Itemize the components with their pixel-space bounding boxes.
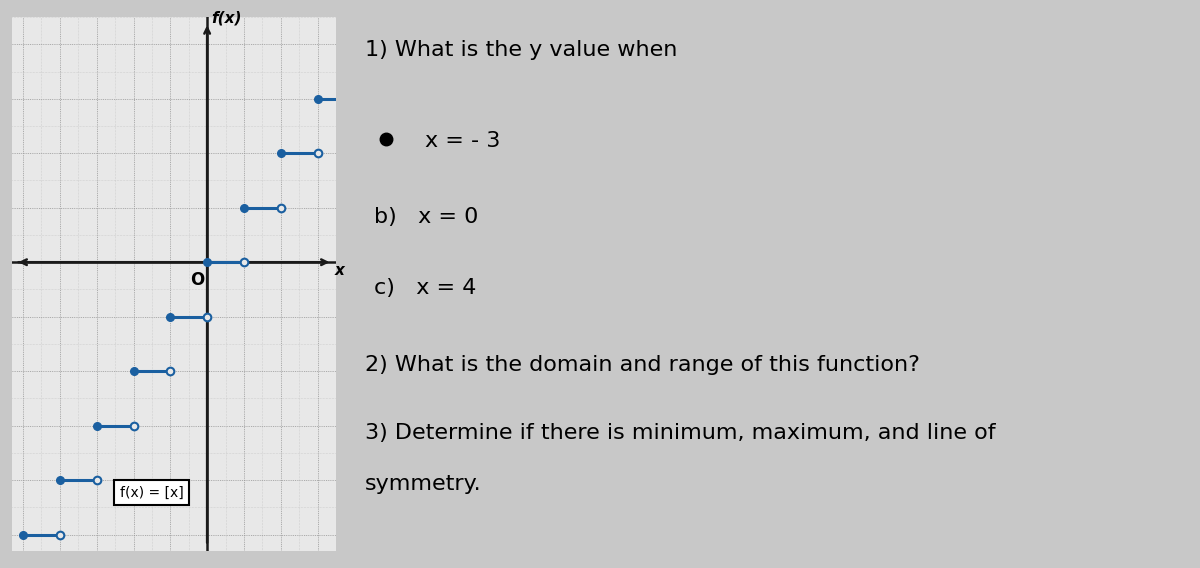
Text: c)   x = 4: c) x = 4 <box>373 278 476 298</box>
Text: f(x): f(x) <box>211 10 242 25</box>
Text: O: O <box>190 270 204 289</box>
Text: 1) What is the y value when: 1) What is the y value when <box>365 40 678 60</box>
Text: x = - 3: x = - 3 <box>425 131 500 151</box>
Text: 2) What is the domain and range of this function?: 2) What is the domain and range of this … <box>365 355 920 375</box>
Text: x: x <box>334 263 344 278</box>
Text: 3) Determine if there is minimum, maximum, and line of: 3) Determine if there is minimum, maximu… <box>365 423 996 443</box>
Text: f(x) = [x]: f(x) = [x] <box>120 486 184 499</box>
Text: b)   x = 0: b) x = 0 <box>373 207 478 227</box>
Text: symmetry.: symmetry. <box>365 474 481 494</box>
